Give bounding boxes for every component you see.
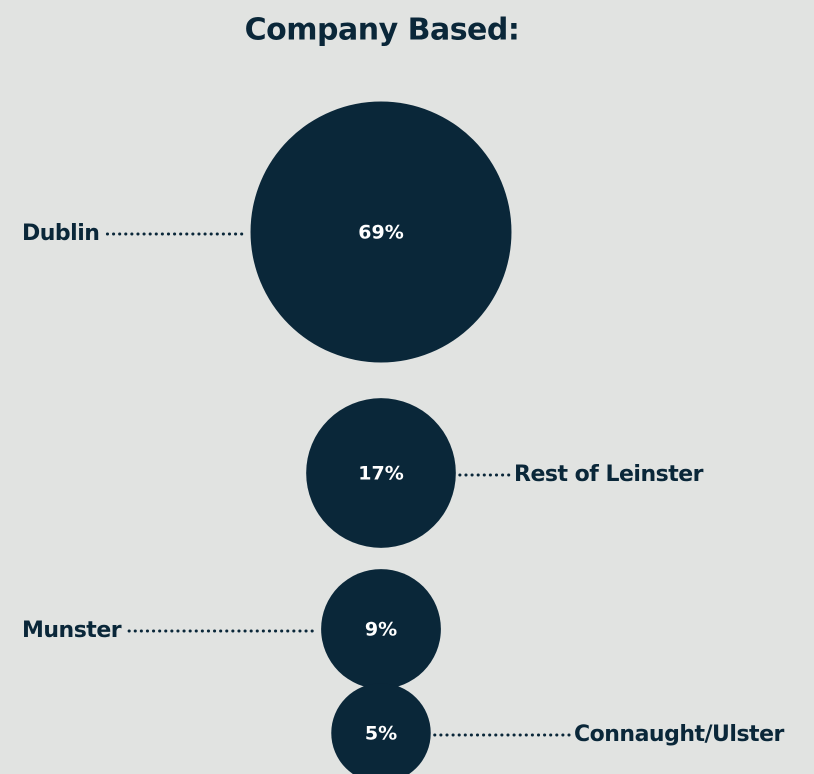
value-label: 9% [365, 619, 397, 641]
bubble [306, 398, 456, 548]
category-label: Rest of Leinster [514, 462, 704, 487]
bubble [250, 101, 512, 363]
category-label: Connaught/Ulster [574, 722, 784, 747]
value-label: 17% [358, 463, 403, 485]
bubble [321, 569, 441, 689]
chart-title: Company Based: [245, 13, 520, 48]
category-label: Munster [22, 618, 122, 643]
value-label: 69% [358, 222, 403, 244]
category-label: Dublin [22, 221, 99, 246]
bubble [331, 683, 431, 774]
value-label: 5% [365, 723, 397, 745]
